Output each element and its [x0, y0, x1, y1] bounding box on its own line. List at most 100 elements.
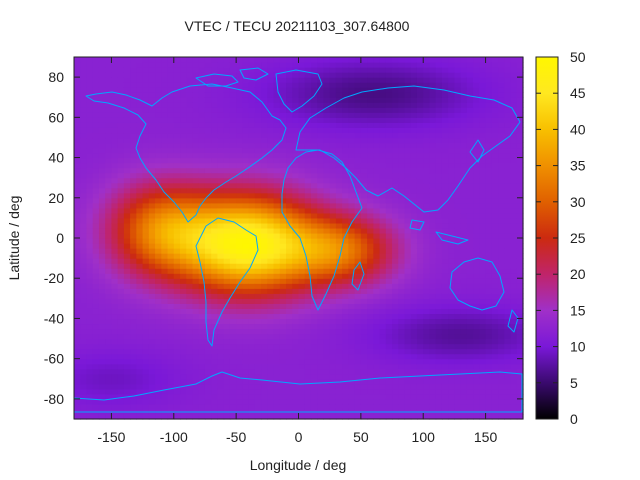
- heatmap-cell: [273, 323, 281, 330]
- heatmap-cell: [423, 187, 431, 194]
- heatmap-cell: [74, 212, 81, 219]
- heatmap-cell: [491, 147, 499, 154]
- heatmap-cell: [273, 293, 281, 299]
- heatmap-cell: [460, 323, 468, 330]
- heatmap-cell: [429, 308, 437, 315]
- heatmap-cell: [485, 388, 493, 395]
- heatmap-cell: [448, 202, 456, 209]
- heatmap-cell: [186, 102, 194, 108]
- heatmap-cell: [441, 333, 449, 340]
- heatmap-cell: [435, 303, 443, 309]
- heatmap-cell: [236, 368, 243, 375]
- heatmap-cell: [98, 353, 106, 360]
- heatmap-cell: [98, 177, 106, 184]
- heatmap-cell: [105, 147, 113, 154]
- heatmap-cell: [86, 137, 94, 144]
- heatmap-cell: [479, 398, 487, 405]
- heatmap-cell: [92, 303, 100, 309]
- heatmap-cell: [155, 142, 162, 149]
- heatmap-cell: [180, 192, 187, 199]
- heatmap-cell: [392, 97, 399, 103]
- heatmap-cell: [204, 162, 212, 169]
- heatmap-cell: [142, 162, 150, 169]
- heatmap-cell: [223, 77, 231, 83]
- heatmap-cell: [354, 323, 362, 330]
- heatmap-cell: [448, 393, 456, 400]
- heatmap-cell: [323, 293, 331, 299]
- heatmap-cell: [429, 368, 437, 375]
- heatmap-cell: [155, 227, 162, 234]
- heatmap-cell: [105, 197, 113, 204]
- heatmap-cell: [204, 222, 212, 229]
- heatmap-cell: [323, 207, 331, 214]
- heatmap-cell: [367, 97, 374, 103]
- heatmap-cell: [335, 162, 343, 169]
- heatmap-cell: [329, 187, 337, 194]
- heatmap-cell: [373, 92, 381, 98]
- heatmap-cell: [130, 227, 137, 234]
- heatmap-cell: [223, 147, 231, 154]
- heatmap-cell: [360, 318, 368, 325]
- heatmap-cell: [360, 152, 368, 159]
- heatmap-cell: [460, 303, 468, 309]
- heatmap-cell: [236, 187, 243, 194]
- heatmap-cell: [298, 338, 306, 345]
- heatmap-cell: [148, 313, 156, 320]
- heatmap-cell: [111, 293, 119, 299]
- heatmap-cell: [466, 142, 474, 149]
- heatmap-cell: [410, 383, 418, 390]
- heatmap-cell: [404, 288, 412, 294]
- heatmap-cell: [479, 112, 487, 118]
- heatmap-cell: [404, 187, 412, 194]
- heatmap-cell: [329, 102, 337, 108]
- heatmap-cell: [261, 313, 268, 320]
- heatmap-cell: [335, 217, 343, 224]
- heatmap-cell: [342, 268, 349, 274]
- heatmap-cell: [466, 263, 474, 269]
- heatmap-cell: [217, 393, 225, 400]
- heatmap-cell: [123, 62, 131, 68]
- heatmap-cell: [217, 403, 225, 410]
- heatmap-cell: [167, 162, 175, 169]
- heatmap-cell: [273, 413, 281, 420]
- heatmap-cell: [385, 97, 393, 103]
- heatmap-cell: [392, 142, 399, 149]
- heatmap-cell: [498, 238, 505, 244]
- heatmap-cell: [105, 102, 113, 108]
- heatmap-cell: [130, 77, 137, 83]
- heatmap-cell: [173, 127, 181, 134]
- heatmap-cell: [429, 77, 437, 83]
- heatmap-cell: [423, 232, 431, 239]
- heatmap-cell: [329, 217, 337, 224]
- heatmap-cell: [354, 353, 362, 360]
- heatmap-cell: [491, 202, 499, 209]
- heatmap-cell: [298, 167, 306, 174]
- heatmap-cell: [342, 288, 349, 294]
- heatmap-cell: [392, 243, 399, 249]
- heatmap-cell: [348, 117, 356, 123]
- heatmap-cell: [329, 323, 337, 330]
- heatmap-cell: [429, 62, 437, 68]
- heatmap-cell: [342, 152, 349, 159]
- heatmap-cell: [92, 107, 100, 113]
- heatmap-cell: [192, 338, 200, 345]
- heatmap-cell: [379, 293, 387, 299]
- heatmap-cell: [142, 333, 150, 340]
- heatmap-cell: [292, 182, 300, 189]
- heatmap-cell: [186, 333, 194, 340]
- heatmap-cell: [142, 72, 150, 78]
- heatmap-cell: [498, 227, 505, 234]
- heatmap-cell: [416, 393, 424, 400]
- heatmap-cell: [498, 363, 505, 370]
- heatmap-cell: [323, 388, 331, 395]
- heatmap-cell: [223, 57, 231, 63]
- heatmap-cell: [180, 97, 187, 103]
- heatmap-cell: [198, 298, 206, 304]
- heatmap-cell: [379, 413, 387, 420]
- heatmap-cell: [429, 117, 437, 123]
- heatmap-cell: [142, 258, 150, 264]
- heatmap-cell: [92, 77, 100, 83]
- heatmap-cell: [392, 67, 399, 73]
- heatmap-cell: [180, 127, 187, 134]
- heatmap-cell: [117, 202, 125, 209]
